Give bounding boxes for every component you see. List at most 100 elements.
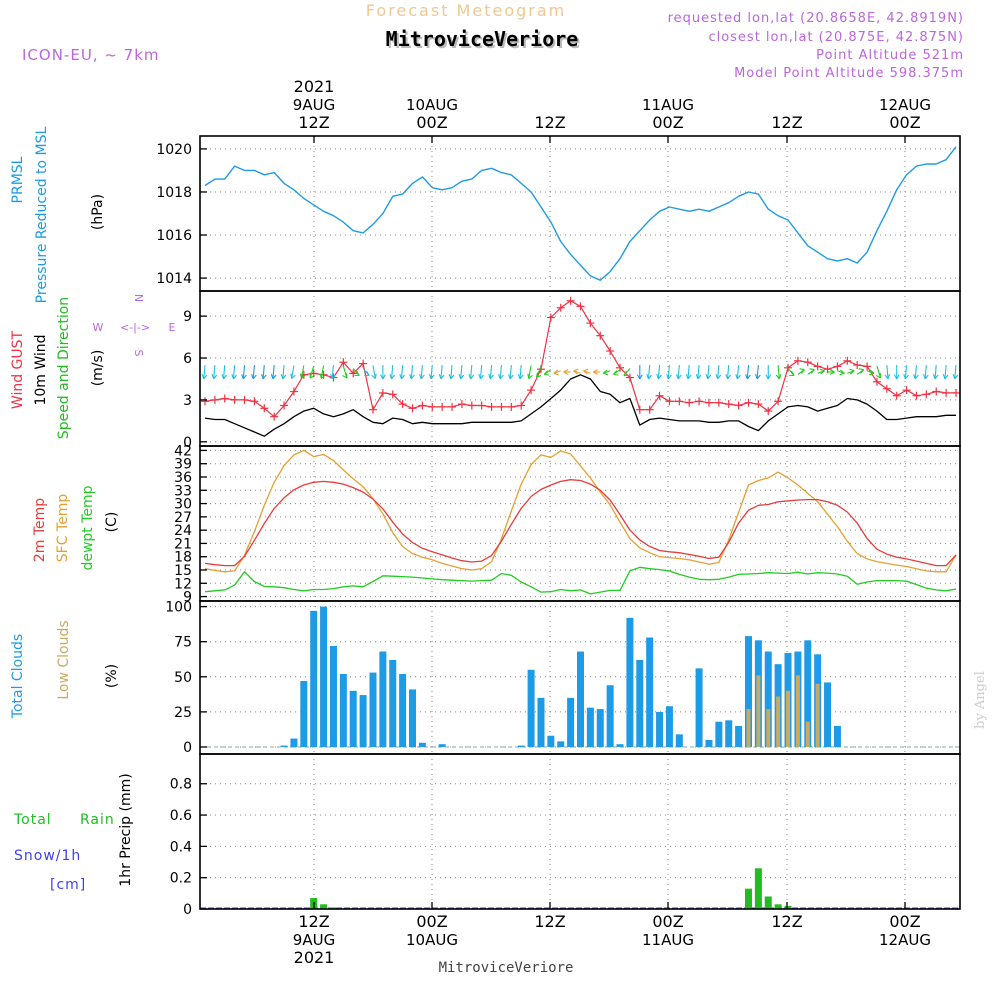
wind-arrow [746,365,751,379]
gust-point [675,397,683,405]
grid-layer [200,136,960,909]
wind-arrow-head [212,374,214,379]
pressure-label: Pressure Reduced to MSL [34,126,50,303]
wind-arrow [904,365,909,379]
total-cloud-bar [666,706,673,747]
total-cloud-bar [419,743,426,747]
temp2m-label: 2m Temp [32,498,48,562]
snow-unit: [cm] [50,877,86,893]
wind-arrow-head [809,369,814,370]
wind-arrow [867,370,874,375]
wind-arrow-head [400,374,402,379]
wind-arrow [808,369,815,375]
gust-point [250,397,258,405]
wind-arrow [544,370,551,376]
wind-arrow [410,365,415,379]
point-altitude: Point Altitude 521m [816,48,964,63]
wind-arrow [380,365,385,379]
total-cloud-bar [320,607,327,747]
top-hour-label: 12Z [771,113,802,132]
wind-arrow [706,365,711,379]
total-cloud-bar [369,673,376,747]
gust-point [438,403,446,411]
temp2m-line [205,480,956,566]
top-hour-label: 00Z [416,113,447,132]
total-cloud-bar [310,611,317,747]
y-tick-label: 25 [174,705,192,721]
wind-arrow-head [544,374,549,375]
gust-point [577,302,585,310]
gust-point [695,397,703,405]
wind-arrow [876,366,880,378]
wind-arrow [528,365,533,378]
gust-point [715,399,723,407]
gust-point [804,358,812,366]
wind-arrow [449,365,454,379]
wind-arrow-head [301,374,302,379]
wind-arrow [222,365,227,379]
bottom-day-label: 11AUG [642,931,694,949]
y-tick-label: 6 [183,351,192,367]
wind-arrow [776,365,781,379]
gust-point [833,362,841,370]
wind-labels: Wind GUST 10m Wind Speed and Direction (… [10,294,176,439]
panel-frame [200,754,960,909]
wind-arrow-head [554,373,559,375]
wind-arrow [242,365,247,379]
wind-arrow-head [469,374,471,379]
wind-arrow-head [779,374,781,379]
wind-arrow-head [271,374,273,379]
y-tick-label: 9 [183,309,192,325]
rain-bar [765,896,772,909]
total-cloud-bar [646,637,653,746]
wind-arrow [647,365,652,379]
prmsl-label: PRMSL [10,156,26,203]
compass-east: E [169,321,176,334]
gust-point [912,392,920,400]
wind-arrow-head [202,374,204,379]
wind-arrow-head [716,374,718,379]
wind-arrow [400,365,405,379]
total-cloud-bar [409,689,416,747]
y-tick-label: 75 [174,635,192,651]
top-hour-label: 12Z [534,113,565,132]
wind-arrow [696,365,701,379]
wind-arrow-head [613,374,618,375]
gust-point [201,397,209,405]
wind-arrow [420,365,425,379]
wind-arrow [837,370,844,375]
y-tick-label: 0.6 [170,808,192,824]
wind-arrow [320,365,325,378]
wind-arrow [657,365,662,379]
precip-unit: 1hr Precip (mm) [118,773,134,886]
y-tick-label: 1018 [156,185,192,201]
wind-arrow-head [667,374,669,379]
wind-arrow-head [869,373,874,375]
wind-arrow-head [509,374,511,379]
rain-bar [745,889,752,909]
bottom-year-label: 2021 [294,948,335,967]
total-cloud-bar [528,670,535,747]
gust-point [853,361,861,369]
wind-arrow-head [849,369,854,371]
y-tick-label: 1020 [156,142,192,158]
wind-arrow [499,365,504,379]
wind-arrow-head [375,374,376,379]
wind-arrow-head [459,374,461,379]
wind-arrow [202,365,207,379]
total-cloud-bar [330,646,337,747]
gust-point [488,403,496,411]
wind-arrow-head [647,374,649,379]
gust-point [784,364,792,372]
product-title: Forecast Meteogram [366,1,566,20]
rain-label: Rain [80,812,115,828]
low-cloud-bar [766,709,770,747]
wind-arrow-head [696,374,698,379]
gust-point [656,392,664,400]
wind-arrow-head [859,369,864,370]
top-hour-label: 00Z [652,113,683,132]
gust-point [527,386,535,394]
low-cloud-bar [776,696,780,747]
wind-arrow-head [943,374,945,379]
